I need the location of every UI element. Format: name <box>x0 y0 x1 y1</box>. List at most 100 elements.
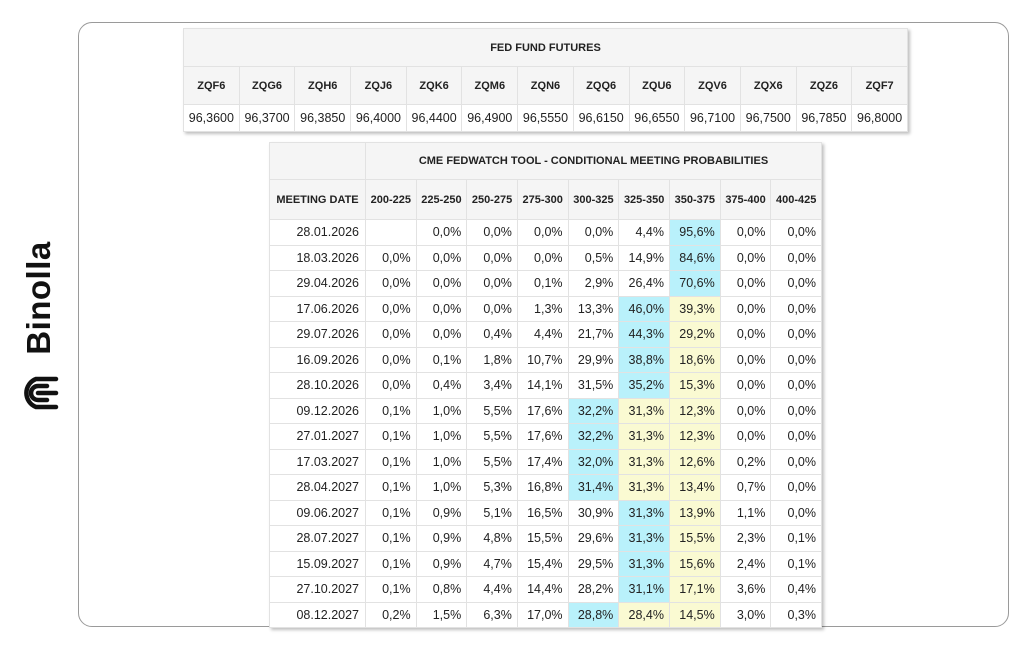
futures-price: 96,3600 <box>183 104 240 132</box>
probability-cell: 0,0% <box>516 244 569 271</box>
futures-column-header: ZQV6 <box>684 66 741 105</box>
meeting-date: 09.06.2027 <box>269 499 366 526</box>
probability-cell: 10,7% <box>516 346 569 373</box>
meeting-row: 17.06.2026 0,0% 0,0% 0,0% 1,3% 13,3% 46,0% 39,3… <box>269 295 822 322</box>
probability-cell: 0,7% <box>719 474 772 501</box>
meeting-date: 28.10.2026 <box>269 372 366 399</box>
probability-cell: 0,0% <box>719 397 772 424</box>
probability-cell: 4,4% <box>618 219 670 246</box>
meeting-date: 08.12.2027 <box>269 601 366 628</box>
meeting-date: 29.07.2026 <box>269 321 366 348</box>
probability-cell: 0,1% <box>770 550 822 577</box>
probability-cell: 28,8% <box>567 601 620 628</box>
probability-cell: 4,4% <box>466 576 518 603</box>
probability-cell: 0,0% <box>770 295 822 322</box>
probability-cell: 0,0% <box>719 372 772 399</box>
probability-cell: 0,0% <box>770 474 822 501</box>
fedwatch-table: CME FEDWATCH TOOL - CONDITIONAL MEETING … <box>269 142 822 628</box>
probability-cell: 4,8% <box>466 525 518 552</box>
probability-cell: 0,0% <box>770 448 822 475</box>
probability-cell: 14,4% <box>516 576 569 603</box>
probability-cell: 18,6% <box>668 346 721 373</box>
meeting-date: 17.03.2027 <box>269 448 366 475</box>
probability-cell: 30,9% <box>567 499 620 526</box>
fedwatch-title: CME FEDWATCH TOOL - CONDITIONAL MEETING … <box>365 142 822 180</box>
probability-cell: 16,5% <box>516 499 569 526</box>
probability-cell: 17,6% <box>516 423 569 450</box>
probability-cell: 0,0% <box>365 270 417 297</box>
rate-range-header: 275-300 <box>516 179 569 220</box>
probability-cell: 32,2% <box>567 423 620 450</box>
probability-cell: 29,9% <box>567 346 620 373</box>
probability-cell: 0,1% <box>770 525 822 552</box>
meeting-date: 16.09.2026 <box>269 346 366 373</box>
meeting-date: 28.01.2026 <box>269 219 366 246</box>
probability-cell: 0,3% <box>770 601 822 628</box>
probability-cell: 12,3% <box>668 397 721 424</box>
futures-column-header: ZQJ6 <box>350 66 407 105</box>
probability-cell: 0,9% <box>415 550 468 577</box>
probability-cell: 1,0% <box>415 448 468 475</box>
rate-range-header: 300-325 <box>567 179 620 220</box>
probability-cell: 13,4% <box>668 474 721 501</box>
probability-cell: 2,9% <box>567 270 620 297</box>
corner-cell <box>269 142 366 180</box>
probability-cell: 5,5% <box>466 397 518 424</box>
futures-price: 96,8000 <box>851 104 908 132</box>
futures-price: 96,6550 <box>628 104 686 132</box>
probability-cell: 0,9% <box>415 499 468 526</box>
probability-cell: 29,5% <box>567 550 620 577</box>
meeting-date: 27.10.2027 <box>269 576 366 603</box>
probability-cell: 0,0% <box>770 270 822 297</box>
probability-cell: 15,4% <box>516 550 569 577</box>
probability-cell: 32,0% <box>567 448 620 475</box>
rate-range-header: 400-425 <box>770 179 822 220</box>
probability-cell: 0,1% <box>415 346 468 373</box>
probability-cell: 12,3% <box>668 423 721 450</box>
probability-cell: 17,0% <box>516 601 569 628</box>
meeting-date: 27.01.2027 <box>269 423 366 450</box>
probability-cell: 0,4% <box>770 576 822 603</box>
probability-cell: 31,3% <box>618 448 670 475</box>
probability-cell: 15,3% <box>668 372 721 399</box>
probability-cell: 0,0% <box>415 219 468 246</box>
probability-cell: 0,8% <box>415 576 468 603</box>
futures-column-header: ZQH6 <box>294 66 352 105</box>
probability-cell: 0,2% <box>719 448 772 475</box>
probability-cell: 0,1% <box>365 576 417 603</box>
meeting-row: 15.09.2027 0,1% 0,9% 4,7% 15,4% 29,5% 31,3% 15,… <box>269 550 822 577</box>
meeting-date: 15.09.2027 <box>269 550 366 577</box>
probability-cell: 0,1% <box>365 550 417 577</box>
probability-cell: 0,0% <box>719 219 772 246</box>
probability-cell: 14,1% <box>516 372 569 399</box>
fed-fund-futures-table: FED FUND FUTURES ZQF6 ZQG6 ZQH6 ZQJ6 ZQK6 ZQM… <box>183 28 908 132</box>
meeting-row: 27.10.2027 0,1% 0,8% 4,4% 14,4% 28,2% 31,1% 17,… <box>269 576 822 603</box>
probability-cell: 15,5% <box>516 525 569 552</box>
rate-range-header: 325-350 <box>618 179 670 220</box>
probability-cell: 0,0% <box>770 423 822 450</box>
binolla-logo-icon <box>24 376 59 410</box>
probability-cell: 4,4% <box>516 321 569 348</box>
probability-cell: 31,3% <box>618 474 670 501</box>
probability-cell: 0,0% <box>567 219 620 246</box>
futures-price: 96,7850 <box>795 104 853 132</box>
probability-cell: 28,4% <box>618 601 670 628</box>
futures-column-header: ZQU6 <box>628 66 686 105</box>
probability-cell: 5,1% <box>466 499 518 526</box>
probability-cell: 35,2% <box>618 372 670 399</box>
probability-cell: 0,0% <box>719 321 772 348</box>
probability-cell: 0,0% <box>719 423 772 450</box>
probability-cell: 0,0% <box>365 244 417 271</box>
probability-cell: 0,1% <box>365 499 417 526</box>
probability-cell: 0,0% <box>719 295 772 322</box>
probability-cell: 29,6% <box>567 525 620 552</box>
futures-price: 96,7500 <box>739 104 797 132</box>
probability-cell: 0,0% <box>770 499 822 526</box>
probability-cell: 0,0% <box>719 270 772 297</box>
meeting-row: 09.06.2027 0,1% 0,9% 5,1% 16,5% 30,9% 31,3% 13,… <box>269 499 822 526</box>
meeting-date: 18.03.2026 <box>269 244 366 271</box>
futures-column-header: ZQN6 <box>517 66 574 105</box>
futures-price: 96,4900 <box>461 104 519 132</box>
meeting-row: 27.01.2027 0,1% 1,0% 5,5% 17,6% 32,2% 31,3% 12,… <box>269 423 822 450</box>
probability-cell: 0,5% <box>567 244 620 271</box>
